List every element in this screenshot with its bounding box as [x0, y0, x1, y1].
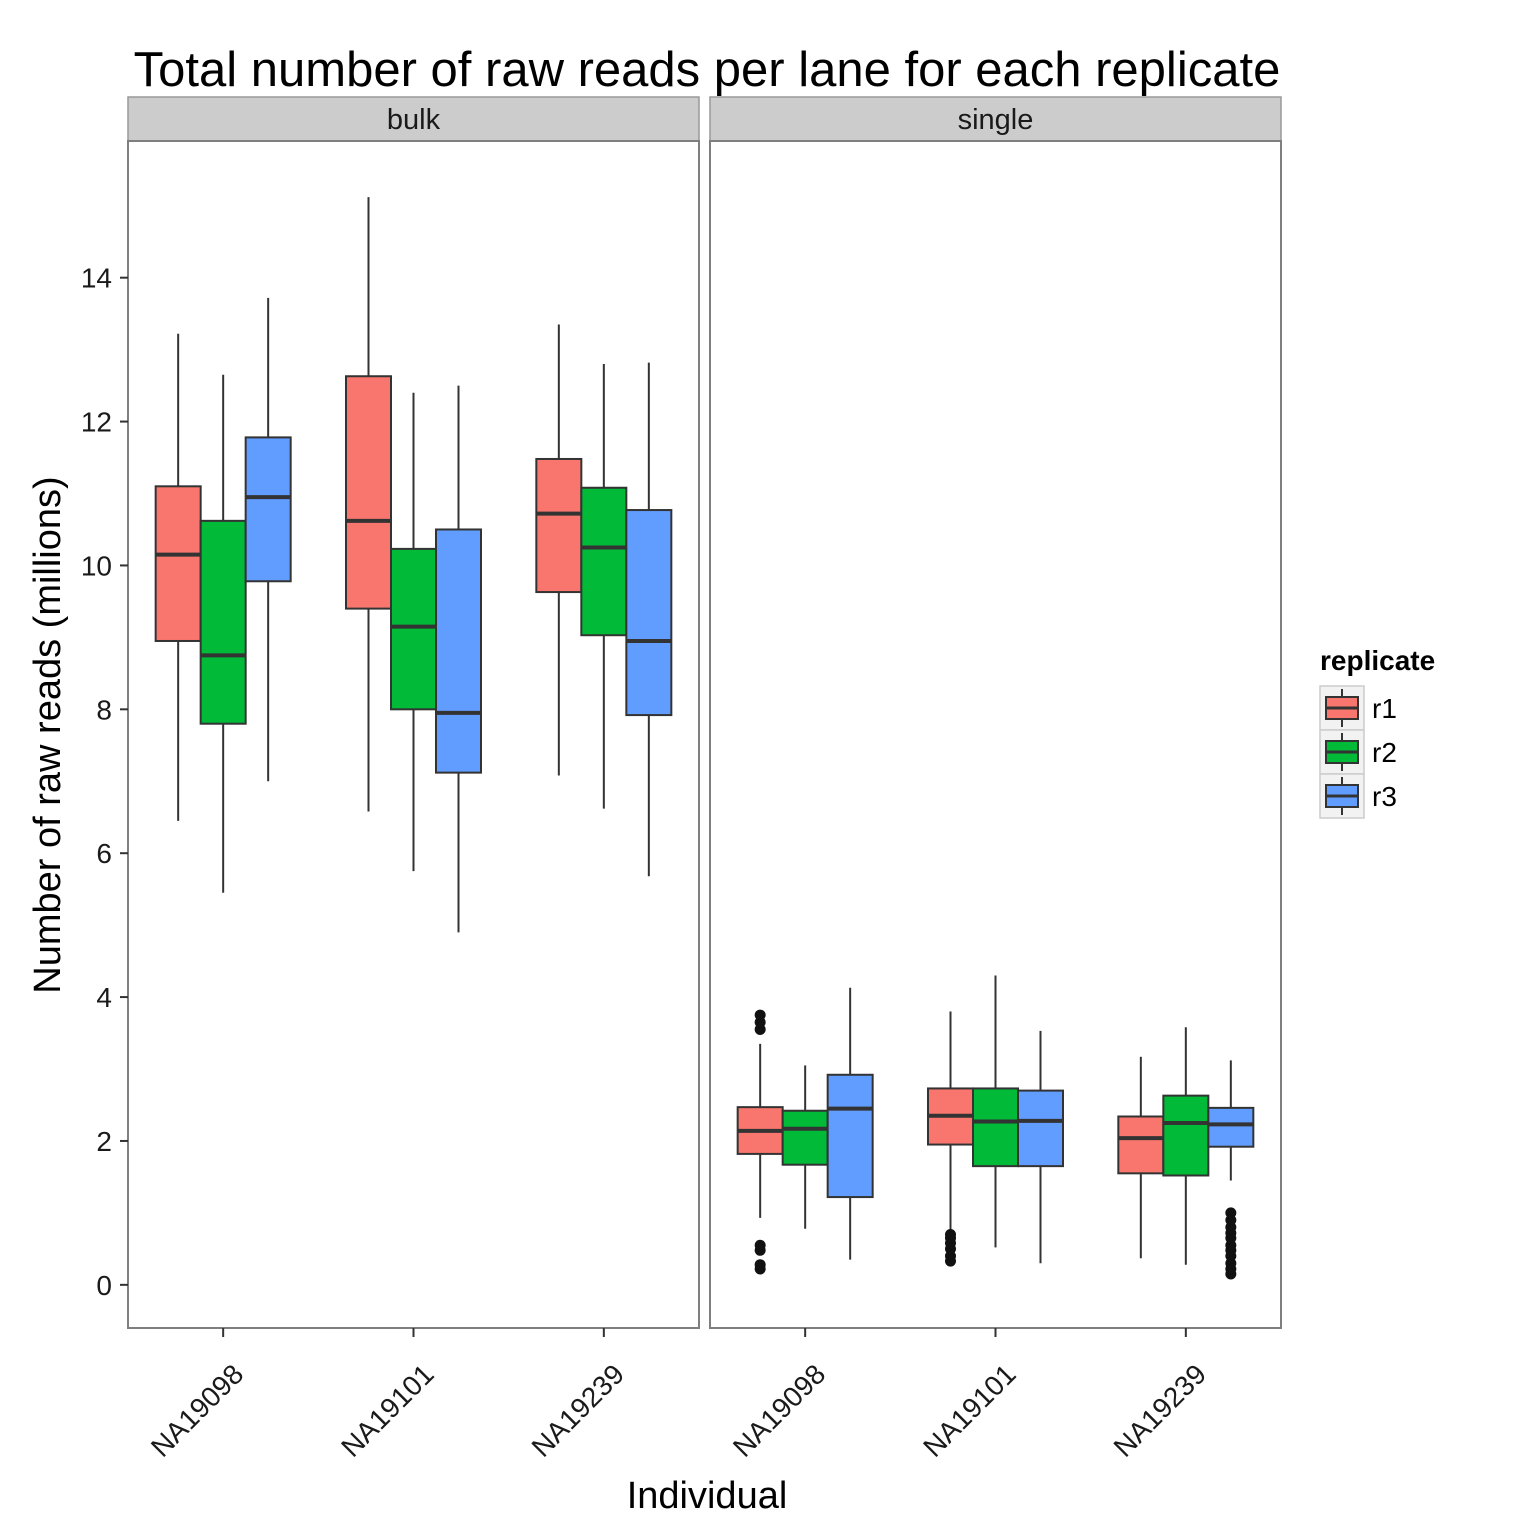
iqr-box [1017, 1089, 1064, 1168]
iqr-box [781, 1109, 829, 1166]
y-axis-label: Number of raw reads (millions) [27, 476, 69, 993]
x-axis-label: Individual [627, 1475, 788, 1517]
box-r3 [435, 385, 482, 933]
iqr-box [435, 528, 482, 774]
box-r2 [972, 975, 1019, 1248]
legend-label: r3 [1372, 781, 1397, 812]
box-r1 [736, 1009, 784, 1275]
box-r1 [345, 197, 392, 812]
x-tick-label: NA19098 [727, 1358, 831, 1462]
iqr-box [625, 509, 673, 717]
legend-title: replicate [1320, 645, 1435, 676]
legend-item-r3: r3 [1319, 773, 1397, 819]
box-r2 [199, 374, 247, 893]
legend-label: r1 [1372, 693, 1397, 724]
iqr-box [390, 547, 437, 711]
facet-strip [709, 96, 1282, 142]
x-tick-label: NA19239 [526, 1358, 630, 1462]
y-tick-label: 0 [96, 1270, 112, 1301]
y-tick-label: 14 [81, 263, 112, 294]
box-r3 [244, 297, 292, 782]
box-r3 [625, 362, 673, 877]
legend-label: r2 [1372, 737, 1397, 768]
outlier-point [945, 1228, 956, 1240]
chart-title: Total number of raw reads per lane for e… [134, 43, 1281, 97]
box-r3 [826, 987, 874, 1260]
iqr-box [345, 375, 392, 610]
iqr-box [580, 486, 628, 637]
y-tick-label: 12 [81, 407, 112, 438]
iqr-box [972, 1087, 1019, 1168]
legend-item-r2: r2 [1319, 729, 1397, 775]
box-r2 [781, 1065, 829, 1229]
iqr-box [154, 485, 202, 642]
outlier-point [754, 1239, 766, 1251]
iqr-box [244, 436, 292, 583]
box-r2 [580, 364, 628, 809]
legend: replicate r1 r2 r3 [1319, 645, 1435, 819]
box-r3 [1207, 1060, 1255, 1280]
y-tick-label: 8 [96, 694, 112, 725]
facet-strip [127, 96, 700, 142]
facet-panel-single: single NA19098 NA19101 NA19239 [709, 96, 1282, 1463]
outlier-point [754, 1009, 766, 1021]
iqr-box [1117, 1115, 1165, 1175]
y-tick-label: 10 [81, 550, 112, 581]
outlier-point [1225, 1207, 1237, 1219]
y-tick-label: 6 [96, 838, 112, 869]
box-r2 [390, 392, 437, 872]
iqr-box [1162, 1094, 1210, 1177]
box-r2 [1162, 1027, 1210, 1265]
x-tick-label: NA19101 [335, 1358, 439, 1462]
facet-strip-label: bulk [387, 104, 441, 136]
x-tick-label: NA19098 [145, 1358, 249, 1462]
box-r1 [927, 1011, 974, 1267]
outlier-point [754, 1259, 766, 1271]
y-tick-label: 2 [96, 1126, 112, 1157]
legend-item-r1: r1 [1319, 685, 1397, 731]
box-r3 [1017, 1030, 1064, 1264]
iqr-box [1207, 1106, 1255, 1148]
box-r1 [535, 324, 583, 776]
x-tick-label: NA19101 [917, 1358, 1021, 1462]
y-tick-label: 4 [96, 982, 112, 1013]
facet-strip-label: single [958, 104, 1034, 136]
iqr-box [535, 457, 583, 594]
facet-panel-bulk: bulk 0 2 4 6 8 10 12 14 NA19098 NA19101 NA19239 [81, 96, 700, 1463]
iqr-box [199, 519, 247, 725]
iqr-box [826, 1073, 874, 1199]
x-tick-label: NA19239 [1108, 1358, 1212, 1462]
